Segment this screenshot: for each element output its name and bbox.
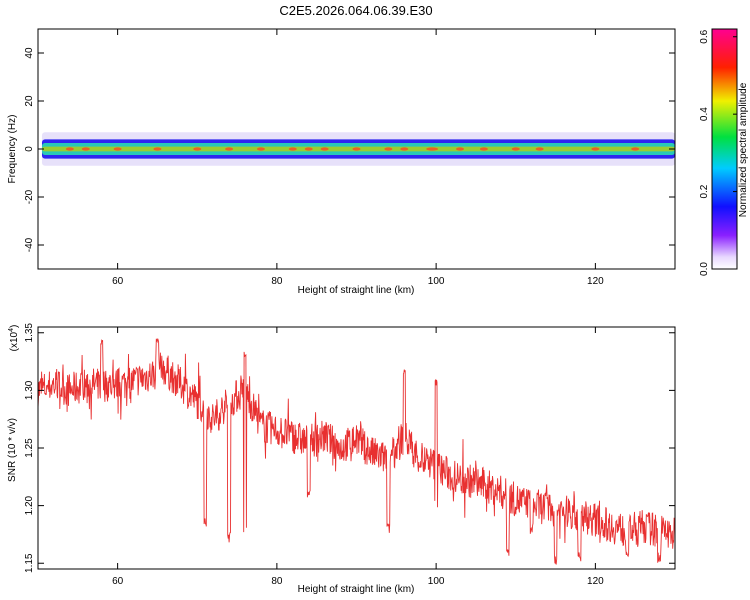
spectral-band: [41, 132, 675, 166]
snr-panel: 60 80 100 120 1.15 1.20 1.25 1.30 1.35 Height of…: [7, 323, 676, 595]
band-hot-spot: [479, 147, 488, 151]
band-hot-spot: [384, 147, 393, 151]
x-tick-label: 100: [428, 276, 445, 287]
band-hot-spot: [288, 147, 297, 151]
x-tick-label: 120: [587, 276, 604, 287]
band-hot-spot: [535, 147, 544, 151]
band-hot-spot: [65, 147, 74, 151]
band-hot-spot: [352, 147, 361, 151]
y-tick-label: 0: [24, 146, 35, 152]
y-tick-label: 1.30: [24, 380, 35, 400]
band-hot-spot: [631, 147, 640, 151]
band-hot-spot: [591, 147, 600, 151]
band-hot-spot: [456, 147, 465, 151]
colorbar-ticks: 0.0 0.2 0.4 0.6: [699, 29, 737, 276]
y-tick-label: 1.35: [24, 323, 35, 343]
band-hot-spot: [426, 147, 439, 151]
colorbar-tick-label: 0.4: [699, 107, 710, 121]
band-hot-spot: [511, 147, 520, 151]
snr-multiplier-base: (x10: [9, 331, 20, 351]
y-tick-label: 1.25: [24, 438, 35, 458]
chart-title: C2E5.2026.064.06.39.E30: [279, 3, 432, 18]
y-tick-label: 1.20: [24, 495, 35, 515]
y-tick-label: 20: [24, 95, 35, 107]
x-tick-label: 60: [112, 276, 124, 287]
band-hot-spot: [400, 147, 409, 151]
snr-multiplier-exponent: 4: [8, 328, 15, 332]
snr-ticks: 60 80 100 120 1.15 1.20 1.25 1.30 1.35: [24, 323, 675, 587]
band-hot-spot: [225, 147, 234, 151]
x-tick-label: 60: [112, 576, 124, 587]
y-tick-label: 40: [24, 47, 35, 59]
band-hot-spot: [193, 147, 202, 151]
x-tick-label: 80: [271, 276, 283, 287]
spectrogram-ylabel: Frequency (Hz): [7, 115, 18, 184]
colorbar: 0.0 0.2 0.4 0.6 Normalized spectral amplitu…: [699, 28, 749, 276]
y-tick-label: -40: [24, 237, 35, 252]
band-hot-spot: [320, 147, 329, 151]
spectrogram-ticks: 60 80 100 120 40 20 0 -20 -40: [24, 29, 675, 287]
snr-xlabel: Height of straight line (km): [298, 584, 415, 595]
snr-ylabel: SNR (10 * v/v): [7, 418, 18, 482]
x-tick-label: 120: [587, 576, 604, 587]
colorbar-scale: [711, 28, 738, 270]
x-tick-label: 100: [428, 576, 445, 587]
band-hot-spot: [113, 147, 122, 151]
spectrogram-xlabel: Height of straight line (km): [298, 285, 415, 296]
band-hot-spot: [304, 147, 313, 151]
colorbar-label: Normalized spectral amplitude: [738, 82, 749, 217]
snr-multiplier: (x104): [8, 325, 20, 352]
y-tick-label: -20: [24, 189, 35, 204]
colorbar-tick-label: 0.2: [699, 184, 710, 198]
band-hot-spot: [81, 147, 90, 151]
band-hot-spot: [153, 147, 162, 151]
band-hot-spot: [256, 147, 265, 151]
spectrogram-panel: 60 80 100 120 40 20 0 -20 -40 Height of straight…: [7, 28, 676, 296]
y-tick-label: 1.15: [24, 553, 35, 573]
snr-series-line: [38, 338, 675, 565]
colorbar-tick-label: 0.0: [699, 262, 710, 276]
colorbar-tick-label: 0.6: [699, 29, 710, 43]
x-tick-label: 80: [271, 576, 283, 587]
